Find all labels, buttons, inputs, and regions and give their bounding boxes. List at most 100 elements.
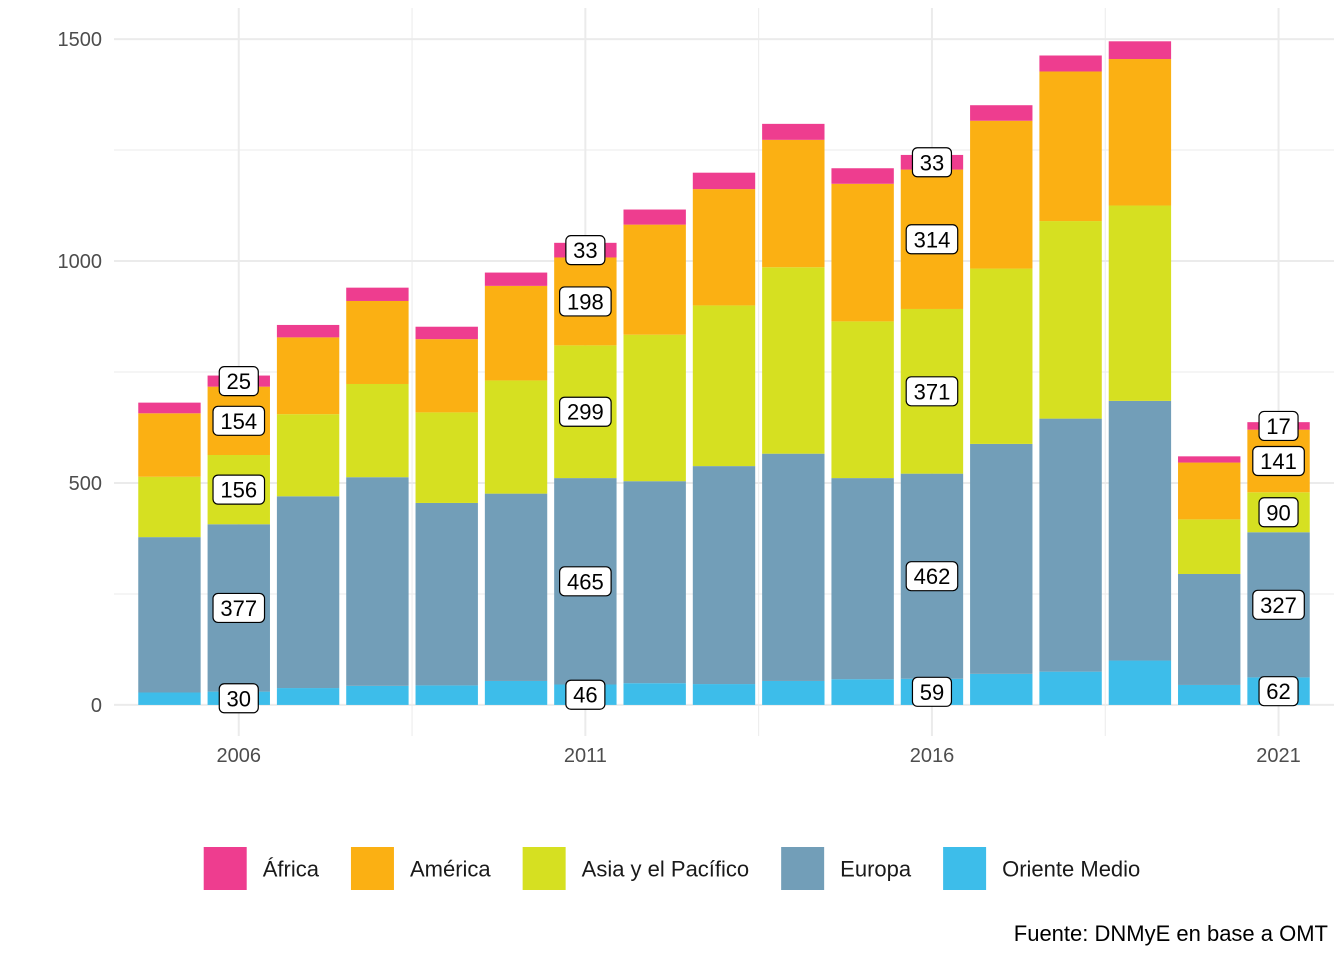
bar-segment-áfrica-2005 (138, 402, 201, 414)
bar-segment-américa-2008 (346, 300, 409, 384)
data-label-value: 462 (914, 564, 951, 589)
bar-segment-asia-y-el-pacífico-2015 (831, 321, 894, 479)
bar-segment-oriente-medio-2020 (1178, 684, 1241, 705)
bar-segment-oriente-medio-2014 (762, 680, 825, 705)
data-label-2016-4: 33 (911, 147, 953, 178)
bar-segment-asia-y-el-pacífico-2020 (1178, 519, 1241, 574)
legend-label: Asia y el Pacífico (582, 857, 750, 882)
bar-segment-oriente-medio-2007 (276, 688, 340, 705)
bar-segment-áfrica-2007 (276, 324, 340, 338)
y-tick-label: 0 (91, 695, 102, 717)
legend-swatch (781, 847, 825, 890)
x-tick-label: 2011 (564, 745, 607, 767)
bar-segment-europa-2009 (415, 502, 478, 686)
bar-segment-áfrica-2008 (346, 287, 409, 301)
bar-segment-oriente-medio-2013 (692, 684, 756, 705)
bar-segment-asia-y-el-pacífico-2018 (1039, 221, 1102, 419)
bar-segment-áfrica-2017 (970, 105, 1033, 121)
legend-label: América (410, 857, 491, 882)
data-labels: 30 377 156 154 25 46 465 299 198 33 59 462 371 314 33 6… (212, 147, 1305, 714)
data-label-value: 198 (567, 289, 604, 314)
data-label-2006-4: 25 (218, 366, 259, 397)
data-label-box (1258, 676, 1299, 707)
data-label-value: 156 (220, 478, 257, 503)
legend-item-oriente-medio: Oriente Medio (943, 847, 1140, 890)
bar-segment-oriente-medio-2010 (484, 680, 548, 705)
legend-label: Oriente Medio (1002, 857, 1140, 882)
bar-segment-europa-2010 (484, 493, 548, 681)
data-label-2006-2: 156 (212, 474, 266, 505)
bar-segment-oriente-medio-2019 (1108, 660, 1172, 705)
bars (138, 41, 1310, 705)
data-label-value: 33 (573, 238, 597, 263)
bar-segment-asia-y-el-pacífico-2012 (623, 334, 686, 482)
data-label-box (218, 366, 259, 397)
y-tick-label: 1500 (58, 29, 103, 51)
data-label-value: 25 (227, 369, 251, 394)
bar-segment-europa-2017 (970, 443, 1033, 674)
data-label-value: 371 (914, 379, 951, 404)
bar-segment-américa-2010 (484, 285, 548, 381)
legend-swatch (522, 847, 566, 890)
legend-item-áfrica: África (203, 847, 320, 890)
data-label-box (212, 405, 266, 436)
bar-segment-asia-y-el-pacífico-2014 (762, 267, 825, 454)
bar-segment-áfrica-2012 (623, 209, 686, 225)
data-label-2021-1: 327 (1252, 589, 1305, 620)
data-label-box (1252, 445, 1305, 477)
data-label-2011-4: 33 (565, 235, 606, 266)
bar-segment-américa-2013 (692, 189, 756, 306)
bar-segment-europa-2018 (1039, 418, 1102, 672)
x-tick-label: 2021 (1256, 745, 1301, 767)
bar-segment-áfrica-2019 (1108, 41, 1172, 60)
data-label-box (212, 592, 266, 624)
bar-segment-asia-y-el-pacífico-2017 (970, 268, 1033, 444)
legend: África América Asia y el Pacífico Europa Ori… (203, 847, 1140, 890)
bar-segment-asia-y-el-pacífico-2019 (1108, 205, 1172, 401)
data-label-2011-2: 299 (559, 396, 612, 427)
bar-segment-oriente-medio-2018 (1039, 671, 1102, 705)
data-label-value: 62 (1266, 679, 1290, 704)
data-label-2011-3: 198 (559, 286, 612, 317)
data-label-box (218, 683, 259, 714)
bar-segment-europa-2012 (623, 481, 686, 684)
bar-segment-asia-y-el-pacífico-2008 (346, 383, 409, 478)
data-label-value: 33 (920, 150, 944, 175)
bar-segment-europa-2007 (276, 496, 340, 689)
bar-segment-américa-2007 (276, 337, 340, 415)
bar-segment-américa-2009 (415, 339, 478, 413)
data-label-box (565, 679, 606, 710)
data-label-2011-0: 46 (565, 679, 606, 710)
bar-segment-áfrica-2020 (1178, 456, 1241, 463)
bar-segment-áfrica-2009 (415, 326, 478, 340)
data-label-value: 30 (227, 686, 251, 711)
data-label-value: 59 (920, 680, 944, 705)
bar-segment-américa-2012 (623, 224, 686, 335)
bar-segment-américa-2020 (1178, 462, 1241, 520)
data-label-2021-0: 62 (1258, 676, 1299, 707)
x-tick-label: 2006 (217, 745, 262, 767)
bar-segment-europa-2019 (1108, 400, 1172, 661)
data-label-2021-2: 90 (1258, 497, 1299, 528)
bar-segment-américa-2018 (1039, 71, 1102, 222)
data-label-2016-1: 462 (905, 561, 959, 592)
bar-segment-áfrica-2018 (1039, 55, 1102, 72)
legend-item-asia-y-el-pacífico: Asia y el Pacífico (522, 847, 750, 890)
bar-segment-asia-y-el-pacífico-2013 (692, 305, 756, 467)
bar-segment-oriente-medio-2005 (138, 692, 201, 705)
data-label-2021-3: 141 (1252, 445, 1305, 477)
legend-label: Europa (840, 857, 912, 882)
data-label-value: 141 (1260, 449, 1297, 474)
source-caption: Fuente: DNMyE en base a OMT (1014, 921, 1328, 946)
bar-segment-américa-2015 (831, 183, 894, 322)
data-label-2011-1: 465 (559, 566, 612, 597)
data-label-value: 327 (1260, 593, 1297, 618)
data-label-2006-1: 377 (212, 592, 266, 624)
bar-segment-áfrica-2013 (692, 172, 756, 190)
data-label-2016-0: 59 (911, 676, 953, 707)
bar-segment-oriente-medio-2012 (623, 683, 686, 705)
y-tick-label: 1000 (58, 251, 103, 273)
bar-segment-asia-y-el-pacífico-2005 (138, 476, 201, 538)
y-tick-label: 500 (69, 473, 102, 495)
